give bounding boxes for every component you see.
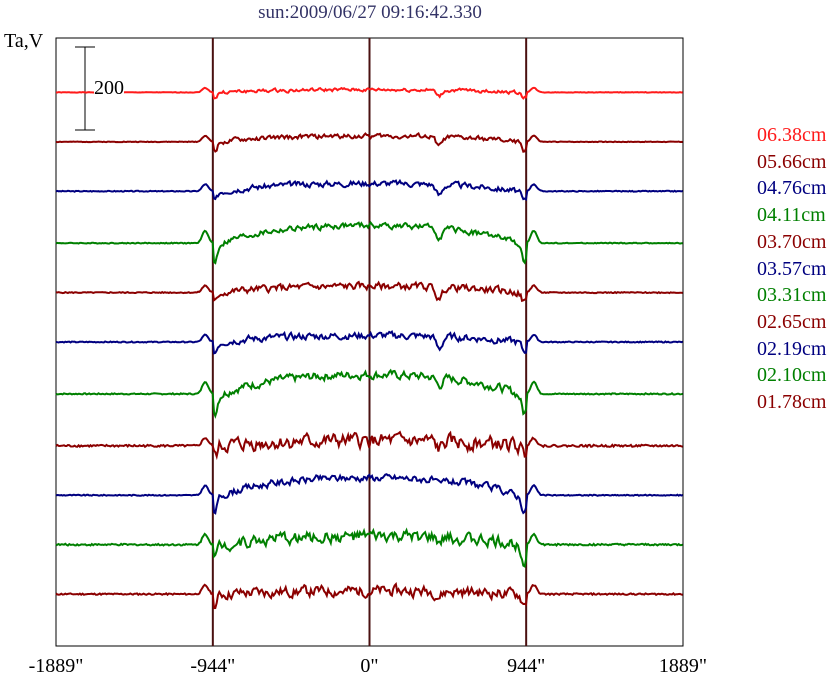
- series-line: [55, 132, 683, 153]
- legend-item: 05.66cm: [757, 150, 827, 173]
- series-line: [55, 527, 683, 568]
- legend-item: 04.11cm: [757, 204, 826, 227]
- series-line: [55, 220, 683, 265]
- x-tick-label: -1889": [28, 655, 84, 677]
- legend-item: 06.38cm: [757, 124, 827, 146]
- x-tick-label: 1889": [658, 655, 708, 677]
- series-line: [55, 86, 683, 100]
- legend: 06.38cm 05.66cm 04.76cm 04.11cm 03.70cm 03.57…: [757, 122, 836, 416]
- legend-item: 03.57cm: [757, 257, 827, 280]
- legend-item: 04.76cm: [757, 177, 827, 200]
- series-line: [55, 430, 683, 461]
- legend-item: 01.78cm: [757, 391, 827, 414]
- legend-item: 02.10cm: [757, 364, 827, 387]
- series-line: [55, 329, 684, 355]
- series-line: [55, 368, 683, 419]
- legend-item: 02.65cm: [757, 310, 827, 333]
- scale-bar: [75, 46, 95, 131]
- legend-item: 03.31cm: [757, 284, 827, 307]
- legend-item: 02.19cm: [757, 337, 827, 360]
- series-lines: [55, 86, 684, 610]
- x-tick-label: 0": [360, 655, 379, 677]
- scale-bar-label: 200: [94, 77, 124, 99]
- x-tick-label: -944": [190, 655, 236, 677]
- series-line: [55, 178, 683, 202]
- series-line: [55, 280, 683, 303]
- x-tick-label: 944": [507, 655, 546, 677]
- legend-item: 03.70cm: [757, 230, 827, 253]
- series-line: [55, 581, 683, 610]
- chart-title: sun:2009/06/27 09:16:42.330: [258, 2, 482, 23]
- y-axis-label: Ta,V: [4, 30, 44, 52]
- series-line: [55, 473, 684, 515]
- limb-lines: [211, 38, 528, 646]
